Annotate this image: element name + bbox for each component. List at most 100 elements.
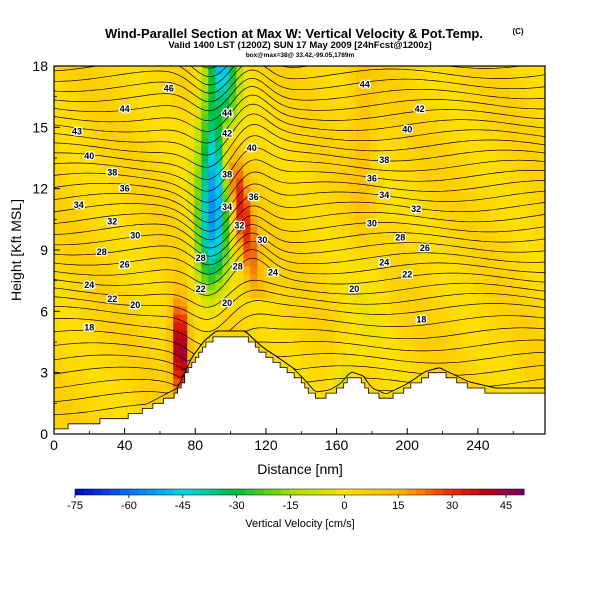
field-cell bbox=[131, 362, 139, 371]
field-cell bbox=[481, 258, 490, 267]
field-cell bbox=[425, 178, 434, 187]
field-cell bbox=[495, 138, 504, 147]
field-cell bbox=[334, 322, 343, 331]
field-cell bbox=[390, 170, 399, 179]
field-cell bbox=[264, 266, 273, 275]
field-cell bbox=[103, 362, 111, 371]
field-cell bbox=[411, 202, 420, 211]
field-cell bbox=[369, 362, 378, 371]
field-cell bbox=[425, 122, 434, 131]
field-cell bbox=[285, 362, 294, 371]
field-cell bbox=[236, 202, 244, 211]
field-cell bbox=[152, 170, 160, 179]
field-cell bbox=[355, 90, 364, 99]
field-cell bbox=[460, 234, 469, 243]
field-cell bbox=[334, 138, 343, 147]
field-cell bbox=[222, 194, 230, 203]
field-cell bbox=[131, 162, 139, 171]
field-cell bbox=[439, 290, 448, 299]
field-cell bbox=[229, 218, 237, 227]
field-cell bbox=[320, 170, 329, 179]
field-cell bbox=[439, 354, 448, 363]
field-cell bbox=[285, 218, 294, 227]
field-cell bbox=[173, 114, 181, 123]
field-cell bbox=[68, 234, 76, 243]
field-cell bbox=[439, 250, 448, 259]
field-cell bbox=[278, 74, 287, 83]
field-cell bbox=[285, 138, 294, 147]
field-cell bbox=[418, 370, 427, 379]
field-cell bbox=[54, 130, 62, 139]
field-cell bbox=[460, 98, 469, 107]
field-cell bbox=[61, 386, 69, 395]
field-cell bbox=[110, 282, 118, 291]
field-cell bbox=[292, 194, 301, 203]
field-cell bbox=[327, 170, 336, 179]
field-cell bbox=[390, 202, 399, 211]
field-cell bbox=[411, 154, 420, 163]
field-cell bbox=[61, 266, 69, 275]
field-cell bbox=[404, 330, 413, 339]
field-cell bbox=[243, 90, 251, 99]
field-cell bbox=[439, 266, 448, 275]
field-cell bbox=[530, 330, 539, 339]
field-cell bbox=[257, 298, 266, 307]
colorbar-swatch bbox=[353, 489, 363, 495]
theta-label: 40 bbox=[247, 143, 257, 153]
field-cell bbox=[75, 274, 83, 283]
field-cell bbox=[320, 98, 329, 107]
field-cell bbox=[432, 258, 441, 267]
field-cell bbox=[509, 162, 518, 171]
field-cell bbox=[327, 130, 336, 139]
field-cell bbox=[488, 90, 497, 99]
field-cell bbox=[376, 258, 385, 267]
field-cell bbox=[54, 98, 62, 107]
x-tick-label: 40 bbox=[117, 437, 133, 453]
y-tick-label: 3 bbox=[40, 365, 48, 381]
field-cell bbox=[376, 114, 385, 123]
field-cell bbox=[397, 378, 406, 387]
field-cell bbox=[404, 242, 413, 251]
field-cell bbox=[327, 322, 336, 331]
field-cell bbox=[418, 154, 427, 163]
field-cell bbox=[467, 146, 476, 155]
field-cell bbox=[432, 234, 441, 243]
field-cell bbox=[460, 210, 469, 219]
x-tick-label: 200 bbox=[396, 437, 420, 453]
field-cell bbox=[173, 106, 181, 115]
field-cell bbox=[523, 98, 532, 107]
field-cell bbox=[446, 274, 455, 283]
field-cell bbox=[334, 346, 343, 355]
field-cell bbox=[530, 226, 539, 235]
field-cell bbox=[124, 234, 132, 243]
field-cell bbox=[327, 162, 336, 171]
field-cell bbox=[341, 306, 350, 315]
field-cell bbox=[495, 242, 504, 251]
field-cell bbox=[376, 362, 385, 371]
field-cell bbox=[397, 106, 406, 115]
theta-label: 20 bbox=[349, 284, 359, 294]
field-cell bbox=[180, 106, 188, 115]
field-cell bbox=[313, 378, 322, 387]
theta-label: 36 bbox=[120, 184, 130, 194]
field-cell bbox=[82, 170, 90, 179]
field-cell bbox=[320, 162, 329, 171]
field-cell bbox=[96, 378, 104, 387]
field-cell bbox=[460, 338, 469, 347]
field-cell bbox=[369, 330, 378, 339]
field-cell bbox=[264, 234, 273, 243]
field-cell bbox=[495, 194, 504, 203]
field-cell bbox=[320, 74, 329, 83]
field-cell bbox=[138, 90, 146, 99]
field-cell bbox=[271, 154, 280, 163]
field-cell bbox=[516, 130, 525, 139]
theta-contour-line bbox=[54, 194, 545, 232]
field-cell bbox=[159, 354, 167, 363]
field-cell bbox=[264, 82, 273, 91]
field-cell bbox=[383, 282, 392, 291]
field-cell bbox=[313, 354, 322, 363]
field-cell bbox=[425, 218, 434, 227]
field-cell bbox=[362, 282, 371, 291]
field-cell bbox=[180, 170, 188, 179]
x-axis-ticks: 0 40 80 120 160 200 240 bbox=[50, 428, 514, 453]
